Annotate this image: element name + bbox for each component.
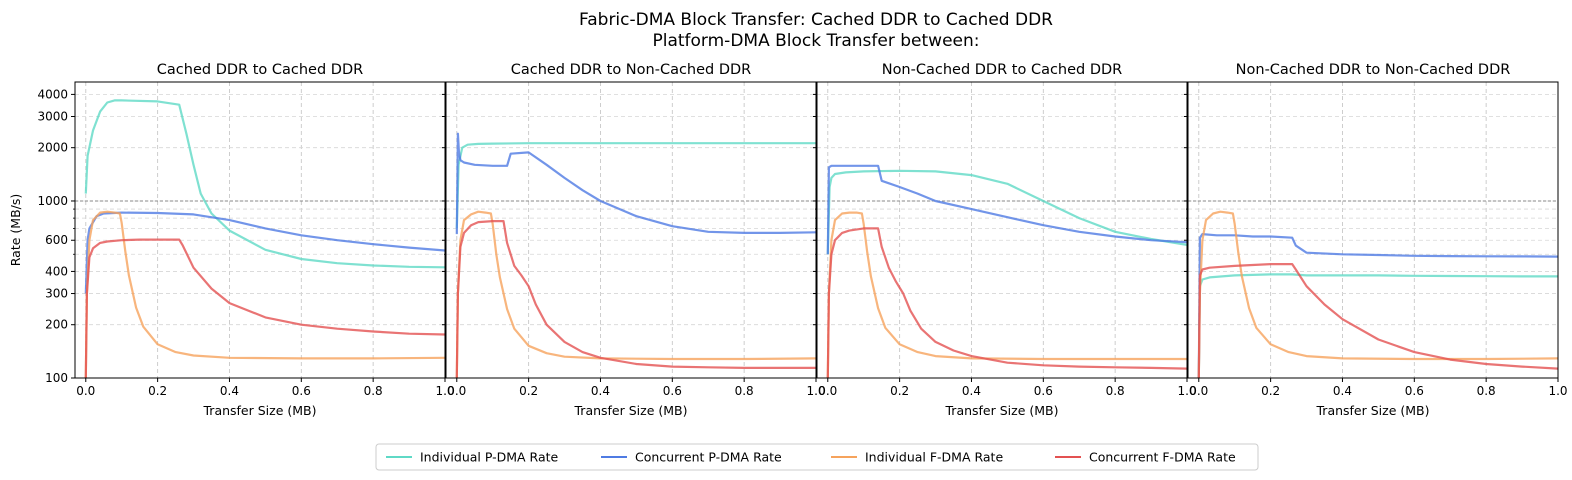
- series-line-2: [1197, 233, 1558, 378]
- series-line-3: [826, 211, 1187, 378]
- plot-frame: [816, 81, 1188, 379]
- y-tick-label: 600: [45, 233, 68, 247]
- x-tick-label: 1.0: [1548, 384, 1567, 398]
- legend-label: Individual F-DMA Rate: [865, 450, 1003, 465]
- y-tick-label: 1000: [37, 194, 68, 208]
- subplot-4: Non-Cached DDR to Non-Cached DDR 0.0 0.2 0.…: [1184, 62, 1568, 418]
- legend-item-individual-fdma: Individual F-DMA Rate: [831, 450, 1003, 465]
- x-tick-label: 0.2: [1261, 384, 1280, 398]
- legend-label: Individual P-DMA Rate: [420, 450, 559, 465]
- x-tick-label: 0.4: [962, 384, 981, 398]
- legend-label: Concurrent P-DMA Rate: [635, 450, 782, 465]
- x-axis-label: Transfer Size (MB): [1316, 403, 1430, 418]
- x-tick-label: 0.8: [1477, 384, 1496, 398]
- x-tick-label: 0.8: [364, 384, 383, 398]
- series-line-1: [84, 99, 445, 269]
- subplot-title: Cached DDR to Cached DDR: [157, 62, 363, 78]
- series-line-3: [455, 210, 816, 378]
- x-tick-label: 0.2: [890, 384, 909, 398]
- subplot-2: Cached DDR to Non-Cached DDR 0.0 0.2 0.4 0.6…: [442, 62, 826, 418]
- x-tick-label: 0.0: [447, 384, 466, 398]
- y-tick-label: 4000: [37, 87, 68, 101]
- x-tick-label: 0.6: [292, 384, 311, 398]
- x-axis-label: Transfer Size (MB): [574, 403, 688, 418]
- x-tick-label: 0.6: [1034, 384, 1053, 398]
- x-tick-label: 0.4: [591, 384, 610, 398]
- x-tick-label: 1.0: [806, 384, 825, 398]
- legend: Individual P-DMA Rate Concurrent P-DMA R…: [375, 443, 1259, 471]
- y-tick-label: 100: [45, 371, 68, 385]
- y-tick-label: 200: [45, 318, 68, 332]
- x-tick-label: 0.0: [1189, 384, 1208, 398]
- subplot-1: Cached DDR to Cached DDR 0.0 0.2 0.4 0.6 0.8 1…: [8, 62, 455, 418]
- x-tick-label: 1.0: [435, 384, 454, 398]
- x-tick-label: 0.6: [1405, 384, 1424, 398]
- series-line-3: [84, 210, 445, 378]
- x-tick-label: 0.2: [519, 384, 538, 398]
- series-line-1: [1197, 273, 1558, 378]
- figure-title-line1: Fabric-DMA Block Transfer: Cached DDR to…: [579, 10, 1053, 30]
- subplot-title: Cached DDR to Non-Cached DDR: [511, 62, 752, 78]
- series-line-1: [455, 142, 816, 229]
- subplot-title: Non-Cached DDR to Non-Cached DDR: [1236, 62, 1511, 78]
- series-line-4: [826, 227, 1187, 378]
- subplot-3: Non-Cached DDR to Cached DDR 0.0 0.2 0.4 0.6…: [813, 62, 1197, 418]
- legend-item-concurrent-pdma: Concurrent P-DMA Rate: [601, 450, 782, 465]
- x-tick-label: 1.0: [1177, 384, 1196, 398]
- plot-frame: [74, 81, 446, 379]
- y-tick-label: 2000: [37, 141, 68, 155]
- series-line-4: [84, 238, 445, 378]
- y-axis-label: Rate (MB/s): [8, 194, 23, 266]
- x-tick-label: 0.0: [818, 384, 837, 398]
- y-tick-label: 3000: [37, 110, 68, 124]
- x-tick-label: 0.4: [220, 384, 239, 398]
- y-tick-label: 400: [45, 264, 68, 278]
- series-line-2: [84, 211, 445, 294]
- legend-item-concurrent-fdma: Concurrent F-DMA Rate: [1055, 450, 1236, 465]
- subplots: Cached DDR to Cached DDR 0.0 0.2 0.4 0.6 0.8 1…: [8, 62, 1568, 418]
- series-line-4: [455, 220, 816, 378]
- legend-item-individual-pdma: Individual P-DMA Rate: [386, 450, 559, 465]
- legend-frame: [375, 443, 1259, 471]
- x-tick-label: 0.8: [735, 384, 754, 398]
- x-axis-label: Transfer Size (MB): [945, 403, 1059, 418]
- figure-title-line2: Platform-DMA Block Transfer between:: [652, 31, 979, 51]
- series-line-4: [1197, 263, 1558, 378]
- series-line-2: [455, 132, 816, 235]
- plot-frame: [445, 81, 817, 379]
- x-axis-label: Transfer Size (MB): [203, 403, 317, 418]
- series-line-2: [826, 164, 1187, 255]
- x-tick-label: 0.2: [148, 384, 167, 398]
- x-tick-label: 0.0: [76, 384, 95, 398]
- subplot-title: Non-Cached DDR to Cached DDR: [882, 62, 1123, 78]
- series-line-1: [826, 169, 1187, 255]
- y-tick-label: 300: [45, 287, 68, 301]
- x-tick-label: 0.4: [1333, 384, 1352, 398]
- x-tick-label: 0.6: [663, 384, 682, 398]
- plot-frame: [1187, 81, 1559, 379]
- legend-label: Concurrent F-DMA Rate: [1089, 450, 1236, 465]
- x-tick-label: 0.8: [1106, 384, 1125, 398]
